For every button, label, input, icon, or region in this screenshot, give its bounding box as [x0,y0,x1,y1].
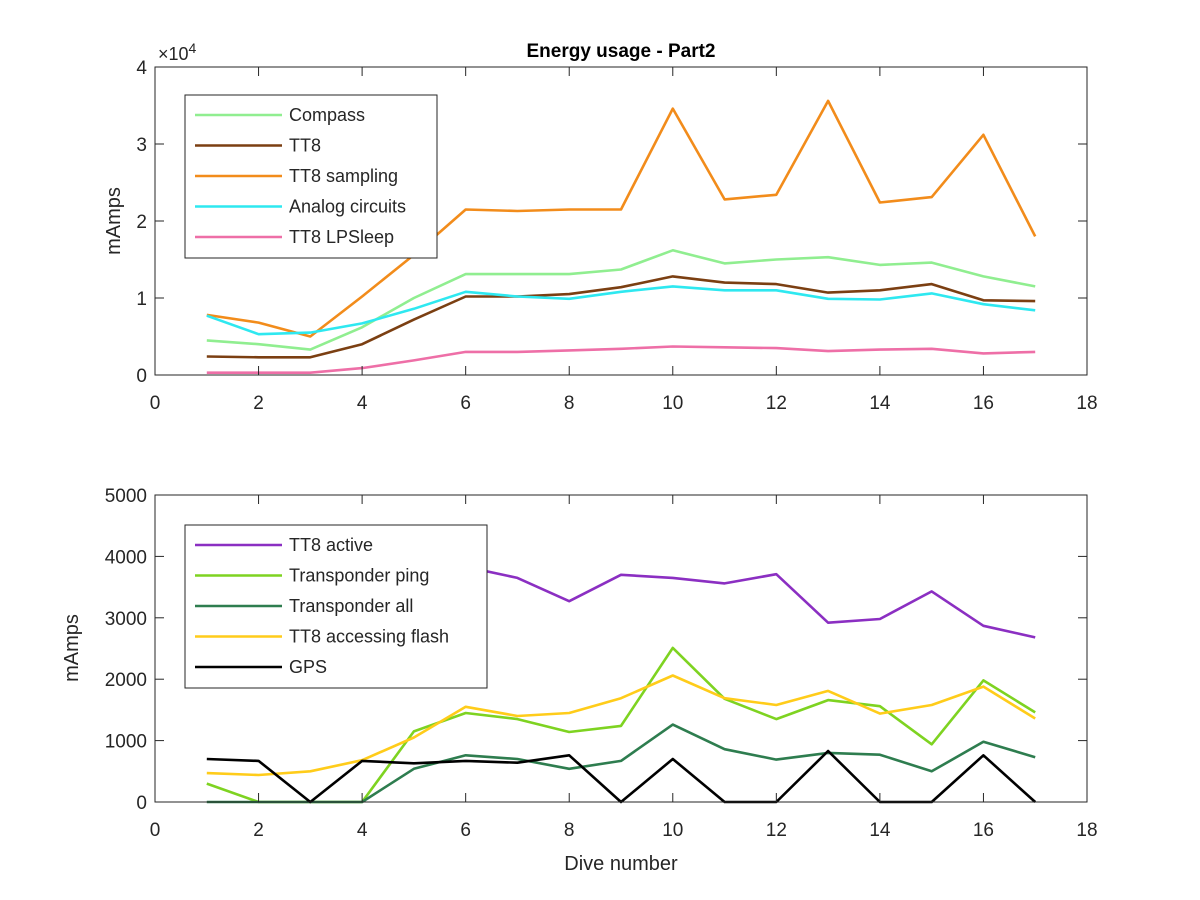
x-tick-label: 8 [564,393,575,414]
y-tick-label: 1000 [105,732,147,753]
legend-label: TT8 active [289,535,373,555]
series-line-3 [206,285,1036,336]
energy-bottom-chart: mAmps Dive number 0 2 4 6 8 10 12 14 16 18 0 1000 20… [61,486,1098,875]
series-lines-top [206,99,1037,375]
y-tick-label: 3000 [105,609,147,630]
x-tick-label: 12 [766,820,787,841]
y-tick-label: 2 [136,212,147,233]
x-tick-label: 0 [150,820,161,841]
legend-label: TT8 accessing flash [289,627,449,647]
legend-label: TT8 LPSleep [289,227,394,247]
y-exponent-power: 4 [189,40,197,56]
x-tick-label: 6 [460,393,471,414]
chart-title-top: Energy usage - Part2 [526,41,715,62]
x-tick-label: 14 [869,820,891,841]
x-tick-label: 14 [869,393,891,414]
series-line-2 [206,99,1037,338]
x-tick-label: 16 [973,393,994,414]
energy-top-chart: Energy usage - Part2 ×104 mAmps 0 2 4 6 8 10 1… [103,40,1098,414]
legend-label: TT8 [289,136,321,156]
x-tick-label: 12 [766,393,787,414]
x-tick-label: 10 [662,393,683,414]
series-line-1 [206,275,1036,359]
y-axis-label-top: mAmps [103,187,125,255]
x-tick-label: 6 [460,820,471,841]
y-tick-label: 4000 [105,547,147,568]
x-tick-label: 2 [253,393,264,414]
x-tick-label: 16 [973,820,994,841]
axes-bottom: 0 2 4 6 8 10 12 14 16 18 0 1000 2000 3000 4000 5000 [105,486,1098,841]
x-tick-label: 0 [150,393,161,414]
y-tick-label: 0 [136,366,147,387]
x-tick-label: 18 [1076,820,1097,841]
legend-label: Analog circuits [289,197,406,217]
x-tick-label: 4 [357,820,368,841]
y-tick-label: 3 [136,135,147,156]
y-tick-label: 4 [136,58,147,79]
y-exponent-label-top: ×104 [158,40,197,64]
y-exponent-base: ×10 [158,44,189,64]
legend-label: Transponder ping [289,566,429,586]
x-tick-label: 4 [357,393,368,414]
legend-label: GPS [289,657,327,677]
y-tick-label: 0 [136,793,147,814]
x-tick-label: 8 [564,820,575,841]
series-line-0 [206,249,1036,351]
axes-box [154,494,1088,803]
legend-top: Compass TT8 TT8 sampling Analog circuits TT8… [184,94,438,259]
x-tick-label: 2 [253,820,264,841]
series-line-4 [206,345,1036,375]
x-axis-label-bottom: Dive number [564,853,678,875]
x-tick-label: 10 [662,820,683,841]
x-tick-label: 18 [1076,393,1097,414]
y-tick-label: 5000 [105,486,147,507]
y-axis-label-bottom: mAmps [61,614,83,682]
y-tick-label: 1 [136,289,147,310]
legend-label: Compass [289,105,365,125]
series-line-3 [206,674,1036,777]
legend-bottom: TT8 active Transponder ping Transponder al… [184,524,488,689]
legend-label: TT8 sampling [289,166,398,186]
y-tick-label: 2000 [105,670,147,691]
legend-label: Transponder all [289,596,413,616]
